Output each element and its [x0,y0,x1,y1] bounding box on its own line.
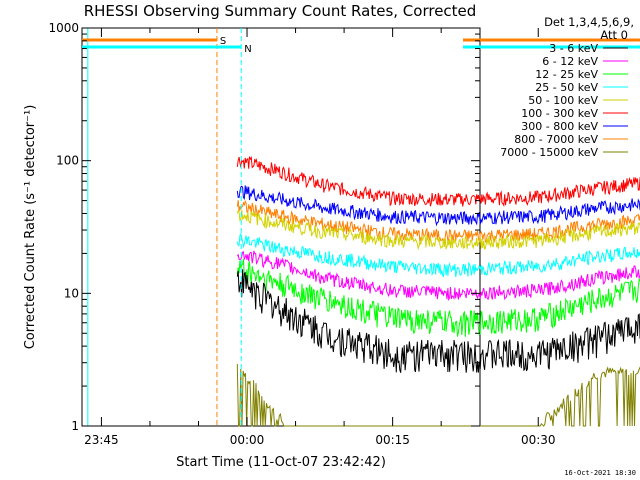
legend-label: 12 - 25 keV [535,68,598,81]
legend-label: 300 - 800 keV [521,120,598,133]
legend-label: 800 - 7000 keV [514,133,598,146]
series-line [236,363,640,427]
x-axis-label: Start Time (11-Oct-07 23:42:42) [176,455,386,470]
legend-header-line1: Det 1,3,4,5,6,9, [544,15,634,29]
legend-label: 3 - 6 keV [549,42,598,55]
series-line [236,250,640,302]
y-tick-label: 100 [56,154,79,168]
plot-frame [81,27,481,427]
marker-label-S: S [220,36,226,47]
marker-layer: SN [82,28,640,426]
series-7000-15000keV [236,363,640,427]
y-axis-label: Corrected Count Rate (s⁻¹ detector⁻¹) [23,105,38,350]
series-line [236,199,640,245]
marker-label-N: N [244,44,251,55]
x-tick-label: 00:15 [375,433,410,447]
y-tick-label: 10 [64,286,79,300]
series-line [236,269,640,373]
legend-header-line2: Att 0 [600,28,628,42]
y-axis: 1 10 100 1000 [48,21,480,433]
series-line [236,232,640,278]
chart-title: RHESSI Observing Summary Count Rates, Co… [84,2,477,20]
series-3-6keV [236,269,640,373]
series-25-50keV [236,232,640,278]
legend-label: 50 - 100 keV [528,94,598,107]
series-12-25keV [236,258,640,337]
series-line [236,258,640,337]
legend-label: 100 - 300 keV [521,107,598,120]
x-tick-label: 00:30 [521,433,556,447]
series-50-100keV [236,209,640,251]
series-line [236,185,640,227]
x-tick-label: 00:00 [230,433,265,447]
x-tick-label: 23:45 [84,433,119,447]
series-800-7000keV [236,199,640,245]
series-layer [236,156,640,427]
series-line [236,156,640,208]
y-tick-label: 1 [71,419,79,433]
timestamp-annotation: 16-Oct-2021 18:30 [564,469,636,477]
series-300-800keV [236,185,640,227]
legend-label: 6 - 12 keV [542,55,598,68]
series-6-12keV [236,250,640,302]
series-100-300keV [236,156,640,208]
plot-area [81,27,481,427]
legend-label: 25 - 50 keV [535,81,598,94]
series-line [236,209,640,251]
legend-label: 7000 - 15000 keV [500,146,598,159]
y-tick-label: 1000 [48,21,79,35]
